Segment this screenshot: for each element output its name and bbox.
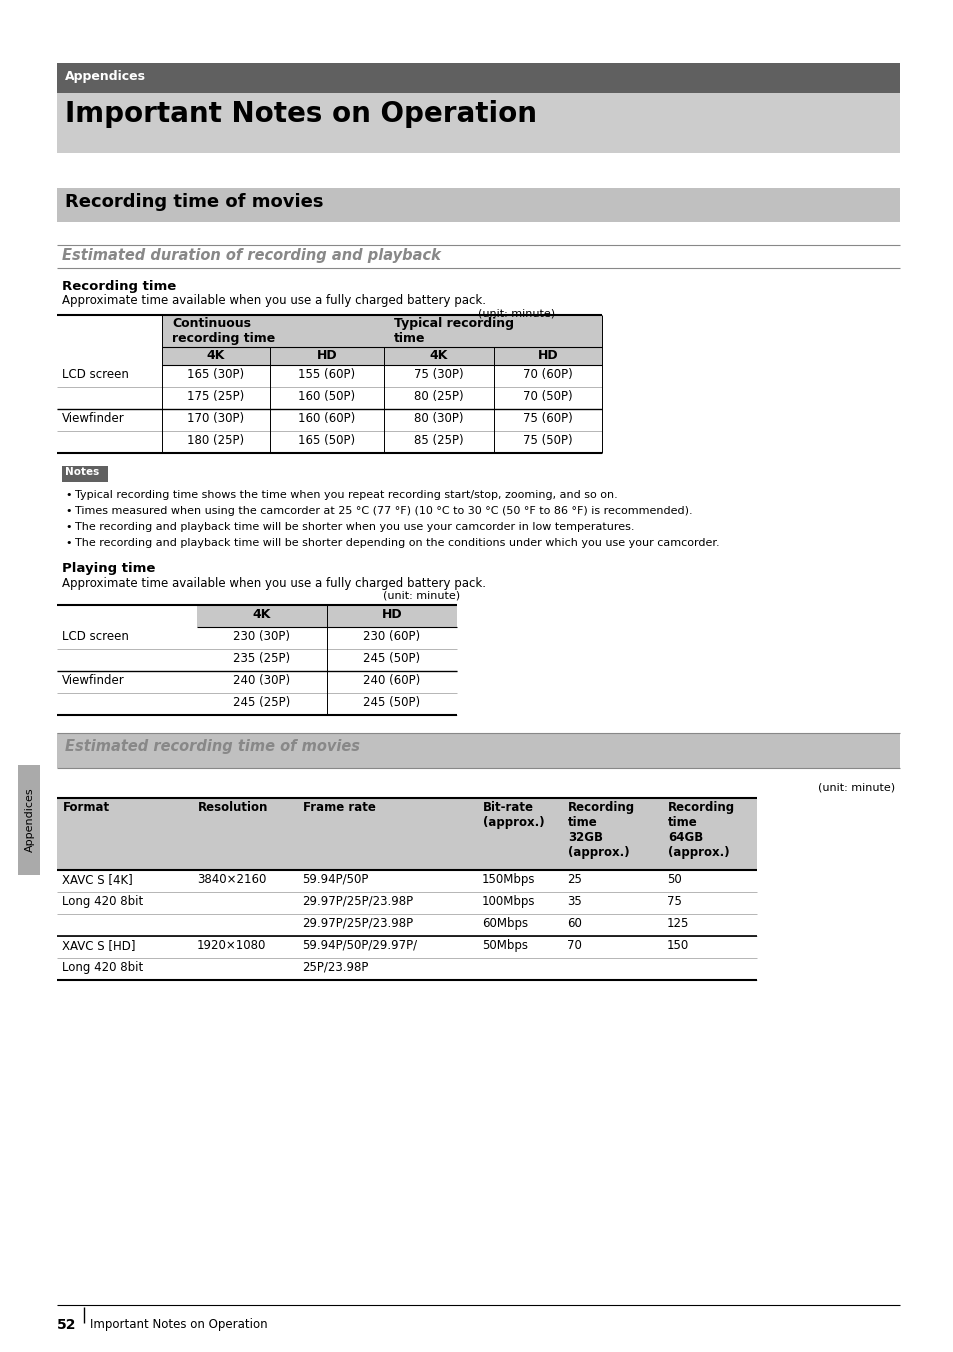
Text: 75: 75	[666, 895, 681, 909]
Text: 35: 35	[566, 895, 581, 909]
Text: HD: HD	[381, 608, 402, 621]
Bar	[57, 188, 899, 222]
Text: Typical recording
time: Typical recording time	[394, 316, 514, 345]
Text: •: •	[65, 506, 71, 516]
Text: Frame rate: Frame rate	[303, 800, 375, 814]
Text: 230 (30P): 230 (30P)	[233, 630, 291, 644]
Text: (unit: minute): (unit: minute)	[477, 308, 555, 318]
Bar	[57, 733, 899, 768]
Text: 60: 60	[566, 917, 581, 930]
Text: Viewfinder: Viewfinder	[62, 675, 125, 687]
Text: 70 (50P): 70 (50P)	[522, 389, 572, 403]
Text: LCD screen: LCD screen	[62, 368, 129, 381]
Bar	[57, 798, 757, 869]
Text: 60Mbps: 60Mbps	[481, 917, 528, 930]
Bar	[162, 315, 601, 365]
Text: Estimated recording time of movies: Estimated recording time of movies	[65, 740, 359, 754]
Text: Important Notes on Operation: Important Notes on Operation	[90, 1318, 268, 1330]
Text: 29.97P/25P/23.98P: 29.97P/25P/23.98P	[302, 895, 413, 909]
Text: 160 (50P): 160 (50P)	[298, 389, 355, 403]
Text: 125: 125	[666, 917, 689, 930]
Text: Recording time: Recording time	[62, 280, 176, 293]
Text: 25P/23.98P: 25P/23.98P	[302, 961, 368, 973]
Text: Long 420 8bit: Long 420 8bit	[62, 961, 143, 973]
Text: Important Notes on Operation: Important Notes on Operation	[65, 100, 537, 128]
Bar	[62, 466, 108, 483]
Text: 4K: 4K	[207, 349, 225, 362]
Text: 29.97P/25P/23.98P: 29.97P/25P/23.98P	[302, 917, 413, 930]
Text: •: •	[65, 489, 71, 500]
Text: Long 420 8bit: Long 420 8bit	[62, 895, 143, 909]
Text: 150: 150	[666, 940, 688, 952]
Text: Approximate time available when you use a fully charged battery pack.: Approximate time available when you use …	[62, 293, 485, 307]
Text: HD: HD	[316, 349, 337, 362]
Text: 240 (60P): 240 (60P)	[363, 675, 420, 687]
Text: Typical recording time shows the time when you repeat recording start/stop, zoom: Typical recording time shows the time wh…	[75, 489, 618, 500]
Text: Recording
time
32GB
(approx.): Recording time 32GB (approx.)	[567, 800, 635, 859]
Text: 180 (25P): 180 (25P)	[187, 434, 244, 448]
Text: Continuous
recording time: Continuous recording time	[172, 316, 275, 345]
Text: Times measured when using the camcorder at 25 °C (77 °F) (10 °C to 30 °C (50 °F : Times measured when using the camcorder …	[75, 506, 692, 516]
Text: 59.94P/50P/29.97P/: 59.94P/50P/29.97P/	[302, 940, 416, 952]
Text: (unit: minute): (unit: minute)	[382, 591, 459, 602]
Text: Approximate time available when you use a fully charged battery pack.: Approximate time available when you use …	[62, 577, 485, 589]
Text: LCD screen: LCD screen	[62, 630, 129, 644]
Text: 50Mbps: 50Mbps	[481, 940, 527, 952]
Text: 245 (25P): 245 (25P)	[233, 696, 291, 708]
Text: 245 (50P): 245 (50P)	[363, 652, 420, 665]
Text: Appendices: Appendices	[25, 788, 35, 852]
Bar	[196, 604, 456, 627]
Text: 80 (30P): 80 (30P)	[414, 412, 463, 425]
Text: Viewfinder: Viewfinder	[62, 412, 125, 425]
Text: 100Mbps: 100Mbps	[481, 895, 535, 909]
Text: 165 (30P): 165 (30P)	[187, 368, 244, 381]
Text: Estimated duration of recording and playback: Estimated duration of recording and play…	[62, 247, 440, 264]
Text: 70 (60P): 70 (60P)	[522, 368, 572, 381]
Text: Resolution: Resolution	[198, 800, 268, 814]
Text: (unit: minute): (unit: minute)	[817, 783, 894, 794]
Text: 75 (50P): 75 (50P)	[522, 434, 572, 448]
Text: Playing time: Playing time	[62, 562, 155, 575]
Text: 4K: 4K	[253, 608, 271, 621]
Text: 230 (60P): 230 (60P)	[363, 630, 420, 644]
Text: 170 (30P): 170 (30P)	[187, 412, 244, 425]
Text: 240 (30P): 240 (30P)	[233, 675, 291, 687]
Text: The recording and playback time will be shorter when you use your camcorder in l: The recording and playback time will be …	[75, 522, 634, 531]
Text: 175 (25P): 175 (25P)	[187, 389, 244, 403]
Text: Recording
time
64GB
(approx.): Recording time 64GB (approx.)	[667, 800, 735, 859]
Text: 50: 50	[666, 873, 681, 886]
Text: 160 (60P): 160 (60P)	[298, 412, 355, 425]
Text: 1920×1080: 1920×1080	[196, 940, 266, 952]
Text: 75 (60P): 75 (60P)	[522, 412, 572, 425]
Text: 25: 25	[566, 873, 581, 886]
Text: 165 (50P): 165 (50P)	[298, 434, 355, 448]
Text: 3840×2160: 3840×2160	[196, 873, 266, 886]
Bar	[18, 765, 40, 875]
Text: 70: 70	[566, 940, 581, 952]
Text: •: •	[65, 538, 71, 548]
Bar	[57, 93, 899, 153]
Text: 52: 52	[57, 1318, 76, 1332]
Text: Appendices: Appendices	[65, 70, 146, 82]
Text: Format: Format	[63, 800, 110, 814]
Text: 155 (60P): 155 (60P)	[298, 368, 355, 381]
Text: 75 (30P): 75 (30P)	[414, 368, 463, 381]
Text: 59.94P/50P: 59.94P/50P	[302, 873, 368, 886]
Text: XAVC S [HD]: XAVC S [HD]	[62, 940, 135, 952]
Text: •: •	[65, 522, 71, 531]
Text: 235 (25P): 235 (25P)	[233, 652, 291, 665]
Text: XAVC S [4K]: XAVC S [4K]	[62, 873, 132, 886]
Text: Notes: Notes	[65, 466, 99, 477]
Text: 245 (50P): 245 (50P)	[363, 696, 420, 708]
Text: 150Mbps: 150Mbps	[481, 873, 535, 886]
Text: HD: HD	[537, 349, 558, 362]
Text: 85 (25P): 85 (25P)	[414, 434, 463, 448]
Text: 4K: 4K	[430, 349, 448, 362]
Text: Bit-rate
(approx.): Bit-rate (approx.)	[482, 800, 544, 829]
Text: Recording time of movies: Recording time of movies	[65, 193, 323, 211]
Bar	[57, 64, 899, 93]
Text: 80 (25P): 80 (25P)	[414, 389, 463, 403]
Text: The recording and playback time will be shorter depending on the conditions unde: The recording and playback time will be …	[75, 538, 719, 548]
